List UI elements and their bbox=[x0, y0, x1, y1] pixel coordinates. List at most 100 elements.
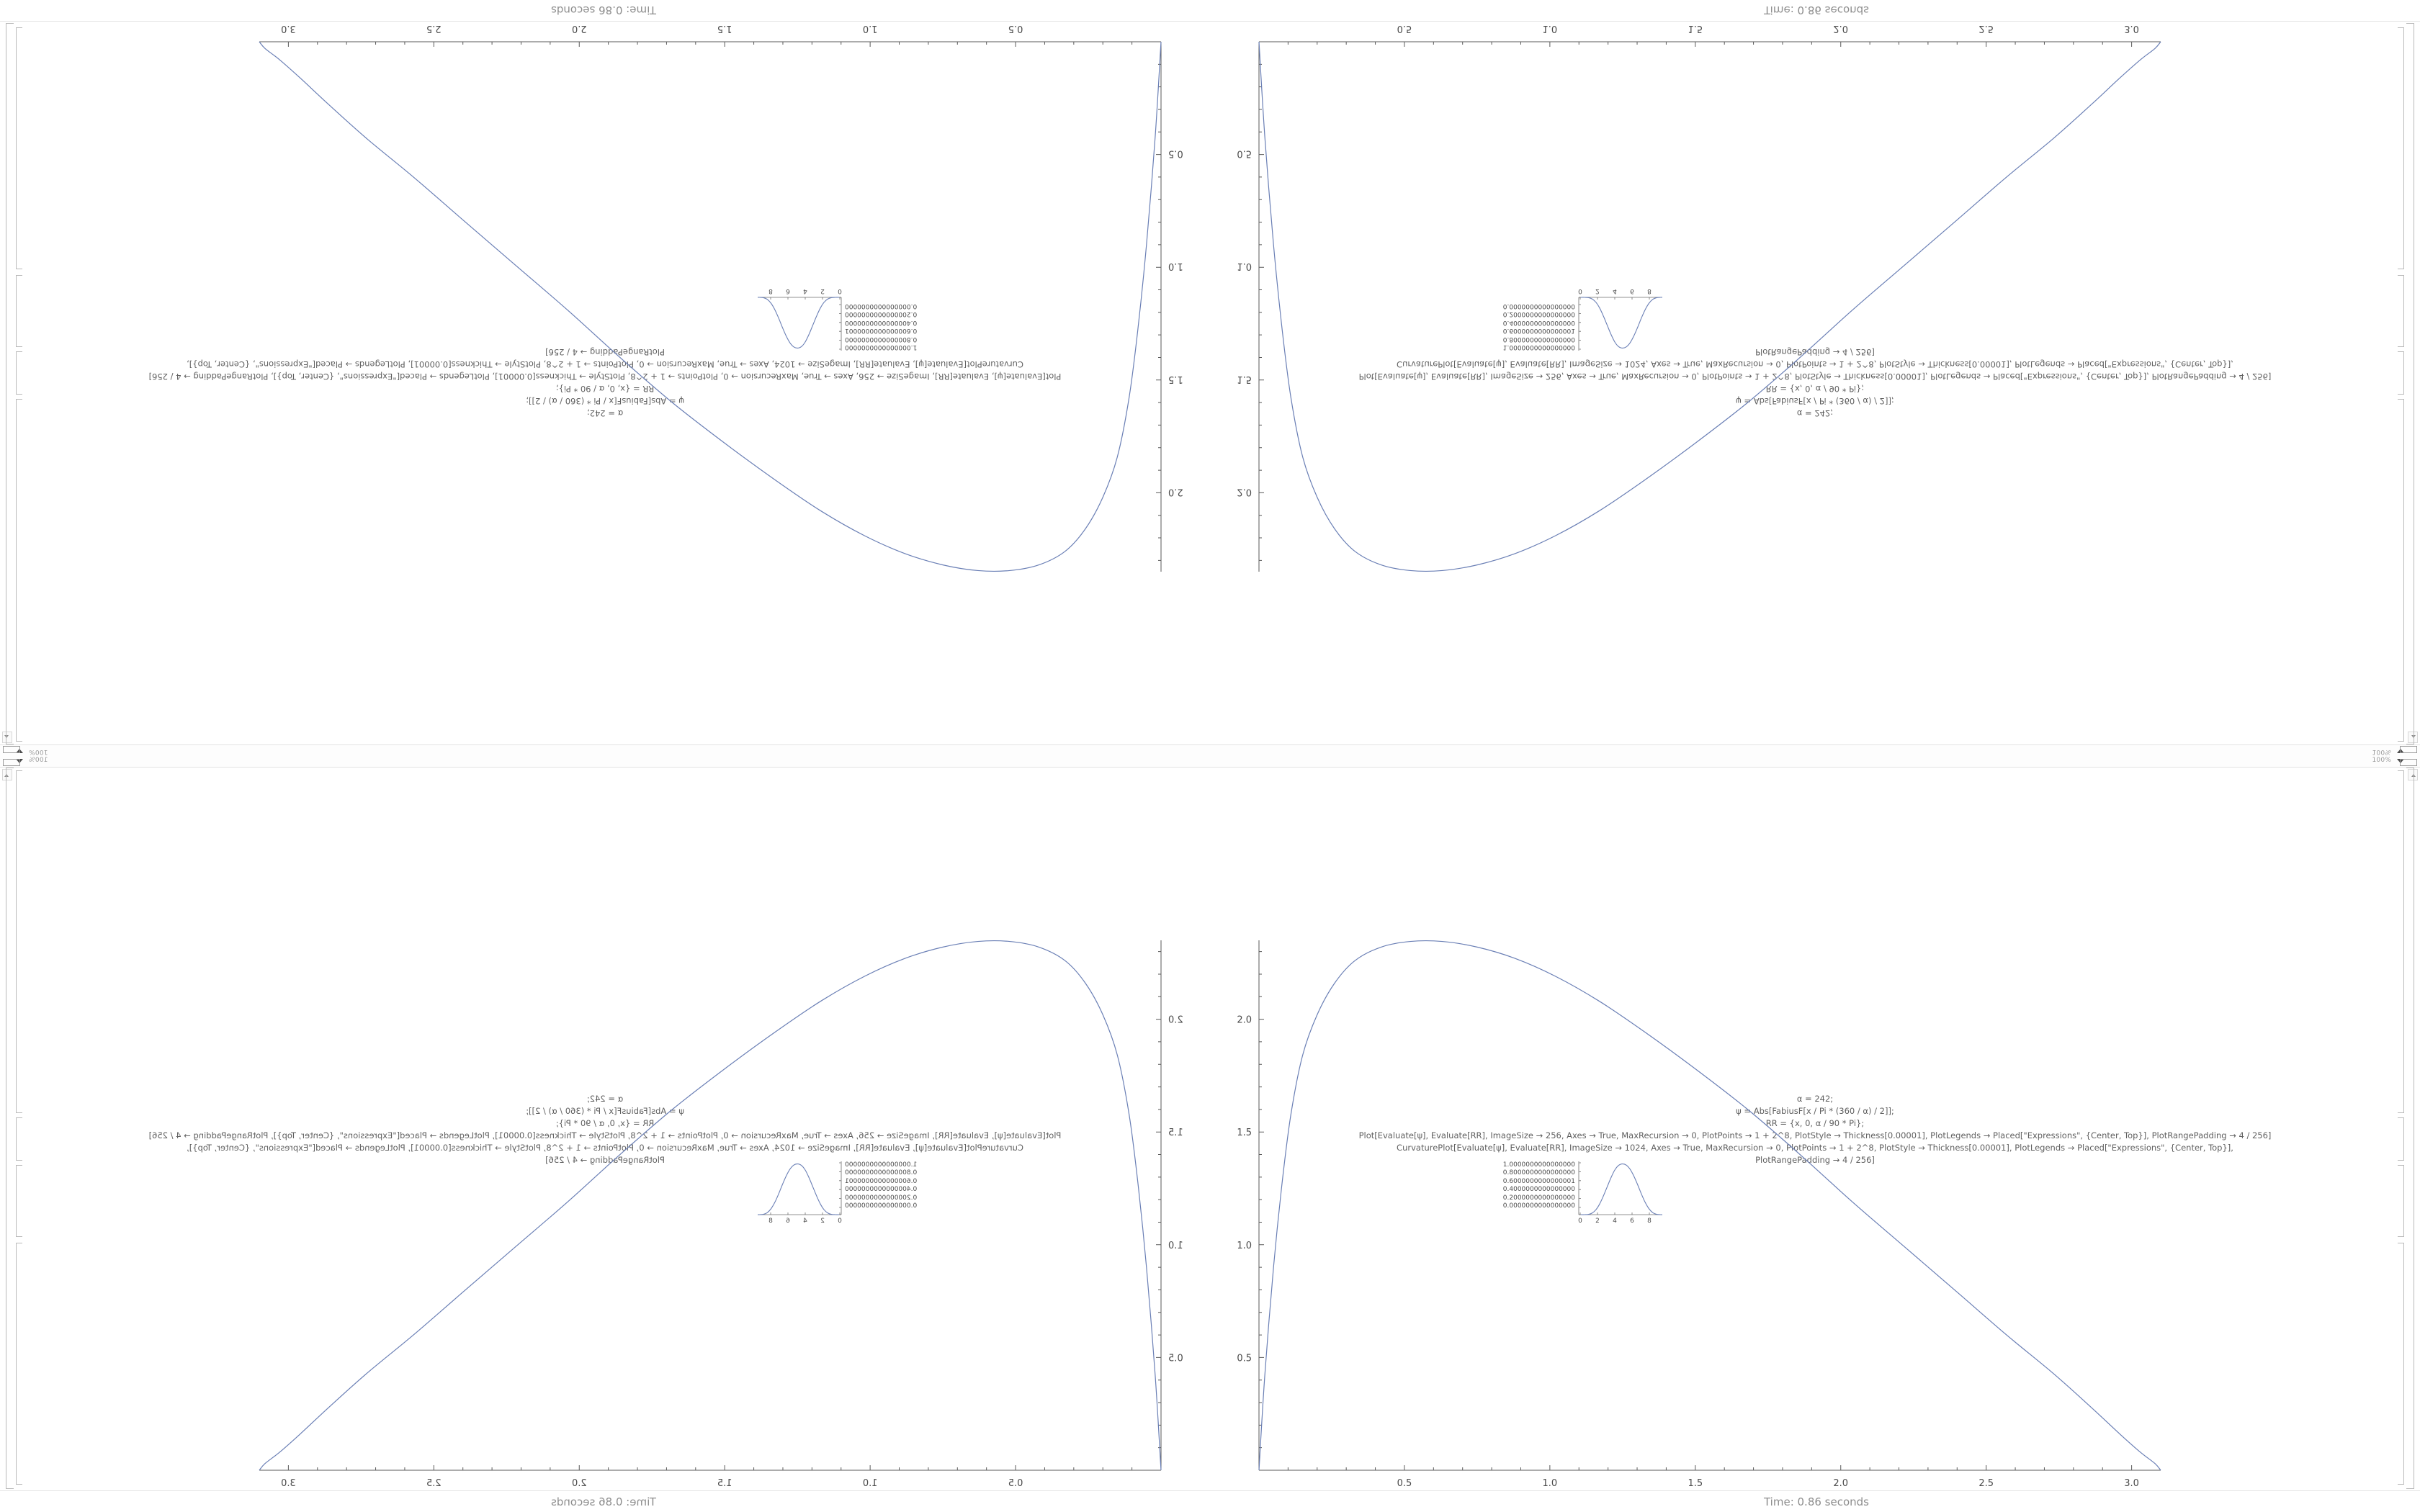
cell-bracket-outer[interactable] bbox=[6, 768, 14, 1489]
cell-bracket-output-3[interactable] bbox=[2398, 1243, 2404, 1485]
code-line-curvatureplot: CurvaturePlot[Evaluate[ψ], Evaluate[RR],… bbox=[1397, 1143, 2233, 1153]
chevron-down-icon[interactable] bbox=[2397, 759, 2404, 763]
notebook-window: 100% α = 242; ψ = Abs[FabiusF[x / Pi * (… bbox=[0, 0, 1210, 756]
cell-bracket-input[interactable] bbox=[16, 399, 22, 742]
y-tick-label: 0.5 bbox=[1168, 1353, 1183, 1364]
status-bar: Time: 0.86 seconds bbox=[1210, 1490, 2420, 1512]
cell-bracket-group[interactable] bbox=[2394, 756, 2419, 1512]
cell-bracket-input[interactable] bbox=[2398, 399, 2404, 742]
curvature-plot: 0.5 1.0 1.5 2.0 2.5 3.0 0.5 1.0 1.5 2.0 bbox=[252, 936, 1210, 1490]
curvature-plot: 0.5 1.0 1.5 2.0 2.5 3.0 0.5 1.0 1.5 2.0 bbox=[252, 22, 1210, 576]
notebook-toolbar: 100% bbox=[0, 744, 1210, 756]
x-tick-label: 2.0 bbox=[1833, 23, 1848, 34]
quadrant-bottom-right: 100% α = 242; ψ = Abs[FabiusF[x / Pi * (… bbox=[1210, 756, 2420, 1512]
curvature-plot-svg: 0.5 1.0 1.5 2.0 2.5 3.0 0.5 1.0 1.5 2.0 bbox=[259, 23, 1183, 572]
x-tick-label: 2.5 bbox=[1978, 23, 1994, 34]
code-line-psi: ψ = Abs[FabiusF[x / Pi * (360 / α) / 2]]… bbox=[1736, 1106, 1894, 1116]
x-tick-label: 1.5 bbox=[717, 1478, 732, 1489]
x-tick-label: 1.0 bbox=[1543, 23, 1558, 34]
x-tick-label: 2.0 bbox=[1833, 1478, 1848, 1489]
legend-inset-plot: 1.0000000000000000 0.8000000000000000 0.… bbox=[1503, 287, 1664, 351]
cell-bracket-output-2[interactable] bbox=[16, 275, 22, 347]
x-tick-label: 0.5 bbox=[1008, 23, 1023, 34]
y-tick-label: 1.0 bbox=[1237, 261, 1252, 271]
inset-plot-svg bbox=[1578, 1161, 1663, 1215]
y-tick-label: 1.5 bbox=[1168, 374, 1183, 384]
quadrant-top-right: 100% α = 242; ψ = Abs[FabiusF[x / Pi * (… bbox=[1210, 0, 2420, 756]
y-tick-label: 2.0 bbox=[1168, 1015, 1183, 1026]
x-tick-label: 1.5 bbox=[717, 23, 732, 34]
y-tick-label: 1.5 bbox=[1168, 1128, 1183, 1138]
legend-inset-plot: 1.0000000000000000 0.8000000000000000 0.… bbox=[756, 287, 917, 351]
inset-plot-svg bbox=[757, 1161, 842, 1215]
x-tick-label: 2.0 bbox=[572, 1478, 587, 1489]
status-time-label: Time: 0.86 seconds bbox=[551, 1495, 657, 1508]
x-tick-label: 0.5 bbox=[1397, 1478, 1412, 1489]
cell-bracket-group[interactable] bbox=[2394, 0, 2419, 756]
y-tick-label: 1.0 bbox=[1237, 1241, 1252, 1251]
cell-bracket-output-2[interactable] bbox=[2398, 275, 2404, 347]
zoom-level-label: 100% bbox=[2372, 757, 2391, 764]
x-tick-label: 0.5 bbox=[1008, 1478, 1023, 1489]
cell-bracket-output-3[interactable] bbox=[16, 1243, 22, 1485]
cell-insertion-bar[interactable] bbox=[2400, 746, 2417, 753]
cell-insertion-bar[interactable] bbox=[3, 759, 20, 766]
x-tick-label: 1.5 bbox=[1688, 23, 1703, 34]
code-cell[interactable]: α = 242; ψ = Abs[FabiusF[x / Pi * (360 /… bbox=[1210, 1093, 2420, 1166]
cell-bracket-output-2[interactable] bbox=[16, 1165, 22, 1237]
inset-plot-svg bbox=[1578, 297, 1663, 351]
cell-bracket-output-3[interactable] bbox=[2398, 27, 2404, 269]
curvature-plot: 0.5 1.0 1.5 2.0 2.5 3.0 0.5 1.0 1.5 2.0 bbox=[1210, 936, 2168, 1490]
x-tick-label: 2.5 bbox=[1978, 1478, 1994, 1489]
legend-inset-plot: 1.0000000000000000 0.8000000000000000 0.… bbox=[1503, 1161, 1664, 1225]
quadrant-top-left: 100% α = 242; ψ = Abs[FabiusF[x / Pi * (… bbox=[0, 0, 1210, 756]
y-tick-label: 1.5 bbox=[1237, 374, 1252, 384]
x-tick-label: 2.5 bbox=[426, 1478, 442, 1489]
code-line-plot: Plot[Evaluate[ψ], Evaluate[RR], ImageSiz… bbox=[1358, 1130, 2272, 1140]
cell-bracket-output-1[interactable] bbox=[16, 351, 22, 395]
curvature-plot-svg: 0.5 1.0 1.5 2.0 2.5 3.0 0.5 1.0 1.5 2.0 bbox=[1237, 23, 2161, 572]
notebook-toolbar: 100% bbox=[1210, 744, 2420, 756]
x-tick-label: 2.5 bbox=[426, 23, 442, 34]
cell-bracket-output-2[interactable] bbox=[2398, 1165, 2404, 1237]
x-tick-label: 1.0 bbox=[1543, 1478, 1558, 1489]
inset-y-tick-labels: 1.0000000000000000 0.8000000000000000 0.… bbox=[1502, 1161, 1575, 1210]
cell-bracket-group[interactable] bbox=[1, 0, 26, 756]
y-tick-label: 2.0 bbox=[1237, 1015, 1252, 1026]
x-tick-label: 3.0 bbox=[281, 1478, 296, 1489]
cell-bracket-input[interactable] bbox=[2398, 770, 2404, 1113]
x-tick-label: 1.5 bbox=[1688, 1478, 1703, 1489]
x-tick-label: 2.0 bbox=[572, 23, 587, 34]
notebook-toolbar: 100% bbox=[1210, 756, 2420, 768]
notebook-window: 100% α = 242; ψ = Abs[FabiusF[x / Pi * (… bbox=[1210, 756, 2420, 1512]
x-tick-label: 1.0 bbox=[863, 23, 878, 34]
cell-bracket-output-1[interactable] bbox=[16, 1117, 22, 1161]
cell-bracket-outer[interactable] bbox=[6, 23, 14, 744]
cell-bracket-group[interactable] bbox=[1, 756, 26, 1512]
cell-bracket-input[interactable] bbox=[16, 770, 22, 1113]
cell-bracket-outer[interactable] bbox=[2406, 23, 2414, 744]
x-tick-label: 3.0 bbox=[281, 23, 296, 34]
cell-insertion-bar[interactable] bbox=[3, 746, 20, 753]
cell-bracket-output-1[interactable] bbox=[2398, 1117, 2404, 1161]
cell-bracket-output-3[interactable] bbox=[16, 27, 22, 269]
notebook-toolbar: 100% bbox=[0, 756, 1210, 768]
x-tick-label: 3.0 bbox=[2124, 23, 2139, 34]
code-line-rr: RR = {x, 0, α / 90 * Pi}; bbox=[1765, 1118, 1865, 1128]
cell-bracket-outer[interactable] bbox=[2406, 768, 2414, 1489]
status-bar: Time: 0.86 seconds bbox=[0, 1490, 1210, 1512]
status-bar: Time: 0.86 seconds bbox=[0, 0, 1210, 22]
legend-inset-plot: 1.0000000000000000 0.8000000000000000 0.… bbox=[756, 1161, 917, 1225]
status-time-label: Time: 0.86 seconds bbox=[551, 4, 657, 17]
inset-plot-svg bbox=[757, 297, 842, 351]
zoom-level-label: 100% bbox=[29, 748, 48, 755]
cell-bracket-output-1[interactable] bbox=[2398, 351, 2404, 395]
code-line-alpha: α = 242; bbox=[1796, 1094, 1834, 1104]
y-tick-label: 0.5 bbox=[1168, 148, 1183, 159]
status-time-label: Time: 0.86 seconds bbox=[1763, 4, 1869, 17]
y-tick-label: 1.5 bbox=[1237, 1128, 1252, 1138]
notebook-window: 100% α = 242; ψ = Abs[FabiusF[x / Pi * (… bbox=[0, 756, 1210, 1512]
y-tick-label: 2.0 bbox=[1168, 486, 1183, 497]
cell-insertion-bar[interactable] bbox=[2400, 759, 2417, 766]
